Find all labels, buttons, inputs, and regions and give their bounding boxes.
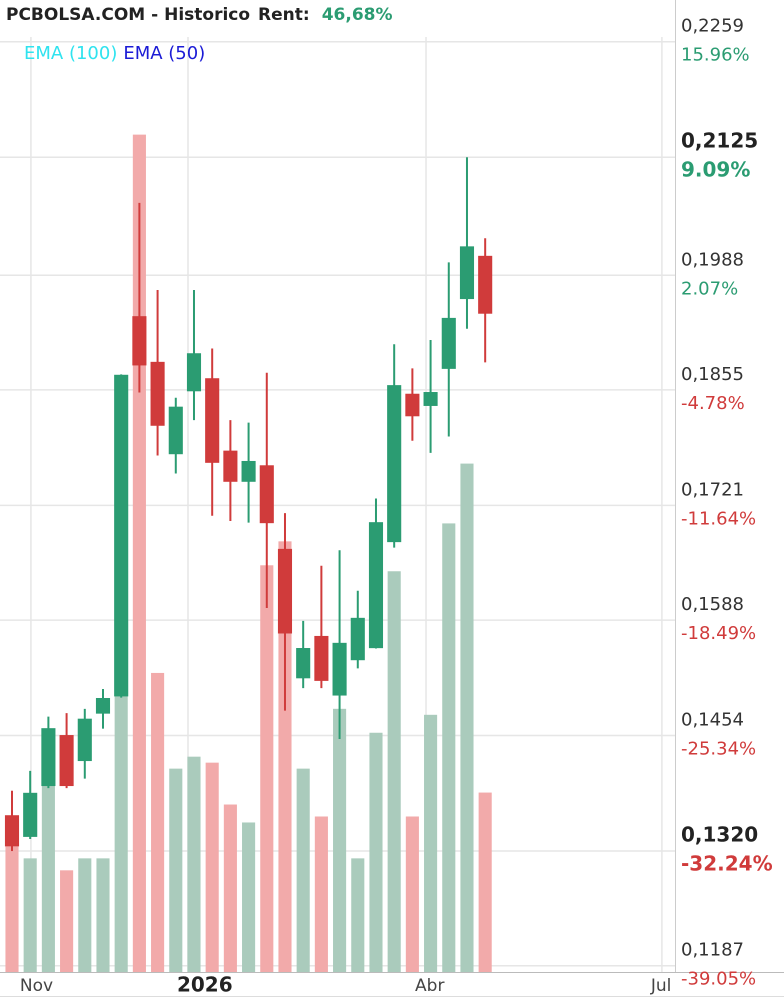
candle-body <box>350 617 365 661</box>
volume-bar <box>41 768 55 972</box>
legend: EMA (100) EMA (50) <box>24 43 205 64</box>
candle-body <box>241 460 256 482</box>
volume-bar <box>387 571 401 972</box>
rent-label: Rent: <box>258 5 310 25</box>
volume-bar <box>205 762 219 972</box>
y-tick-pct-label: -32.24% <box>681 852 773 876</box>
candle-body <box>95 697 111 714</box>
candle-body <box>223 450 238 482</box>
candle-body <box>423 392 438 406</box>
candle-body <box>186 353 202 392</box>
volume-bar <box>314 816 328 972</box>
candle-body <box>23 792 38 837</box>
rent-value: 46,68% <box>322 5 393 25</box>
volume-bar <box>187 756 201 972</box>
x-tick-label: Abr <box>415 976 444 996</box>
x-tick-label: 2026 <box>177 973 233 997</box>
legend-entry: EMA (50) <box>123 43 205 64</box>
candle-body <box>459 246 475 300</box>
volume-bar <box>424 714 438 972</box>
candle-body <box>41 728 56 787</box>
candle-body <box>132 316 147 366</box>
y-tick-label: 0,1588 <box>681 594 744 615</box>
candles <box>4 157 493 852</box>
volume-bar <box>23 858 37 972</box>
y-tick-pct-label: -4.78% <box>681 393 745 414</box>
volume-bar <box>223 804 237 972</box>
candle-body <box>314 635 329 681</box>
y-tick-pct-label: -25.34% <box>681 739 756 760</box>
y-tick-label: 0,1855 <box>681 364 744 385</box>
volume-bar <box>351 858 365 972</box>
volume-bar <box>260 565 274 972</box>
candle-body <box>478 255 493 314</box>
volume-bar <box>460 463 474 972</box>
volume-bar <box>242 822 256 972</box>
y-tick-pct-label: -18.49% <box>681 623 756 644</box>
labels: 0,2259 15.96% 0,2125 9.09% 0,1988 2.07% 0,1855… <box>20 16 773 997</box>
candle-body <box>277 548 293 634</box>
candle-body <box>405 393 420 417</box>
chart-title: PCBOLSA.COM - Historico Rent: 46,68% <box>6 5 393 25</box>
candle-body <box>77 718 92 762</box>
y-tick-label: 0,2125 <box>681 129 758 153</box>
y-tick-pct-label: 9.09% <box>681 158 750 182</box>
volume-bar <box>442 523 456 972</box>
candle-body <box>259 465 274 524</box>
volume-bar <box>333 708 347 972</box>
y-tick-label: 0,1320 <box>681 823 758 847</box>
candle-body <box>332 642 347 696</box>
volume-bar <box>5 846 19 972</box>
candle-body <box>296 648 311 679</box>
y-tick-label: 0,1988 <box>681 249 744 270</box>
x-tick-label: Nov <box>20 976 53 996</box>
y-tick-pct-label: 2.07% <box>681 278 738 299</box>
volume-bars <box>5 134 492 972</box>
volume-bar <box>151 672 165 972</box>
volume-bar <box>369 732 383 972</box>
candle-body <box>368 522 384 649</box>
volume-bar <box>60 870 74 972</box>
volume-bar <box>296 768 310 972</box>
candle-body <box>387 385 402 543</box>
volume-bar <box>96 858 110 972</box>
volume-bar <box>78 858 92 972</box>
y-tick-label: 0,2259 <box>681 16 744 37</box>
volume-bar <box>405 816 419 972</box>
volume-bar <box>169 768 183 972</box>
candle-body <box>59 735 74 787</box>
y-tick-label: 0,1454 <box>681 710 744 731</box>
legend-entry: EMA (100) <box>24 43 117 64</box>
candle-body <box>168 406 183 455</box>
y-tick-label: 0,1721 <box>681 479 744 500</box>
y-tick-pct-label: 15.96% <box>681 45 750 66</box>
candle-body <box>441 317 456 369</box>
volume-bar <box>478 792 492 972</box>
x-tick-label: Jul <box>650 976 672 996</box>
candle-body <box>205 378 220 463</box>
candle-body <box>4 815 20 847</box>
header-bg <box>0 0 420 30</box>
y-tick-label: 0,1187 <box>681 940 744 961</box>
candle-body <box>114 374 129 697</box>
title: PCBOLSA.COM - Historico <box>6 5 250 25</box>
volume-bar <box>278 541 292 972</box>
y-tick-pct-label: -39.05% <box>681 969 756 990</box>
candle-body <box>150 361 165 426</box>
y-tick-pct-label: -11.64% <box>681 508 756 529</box>
